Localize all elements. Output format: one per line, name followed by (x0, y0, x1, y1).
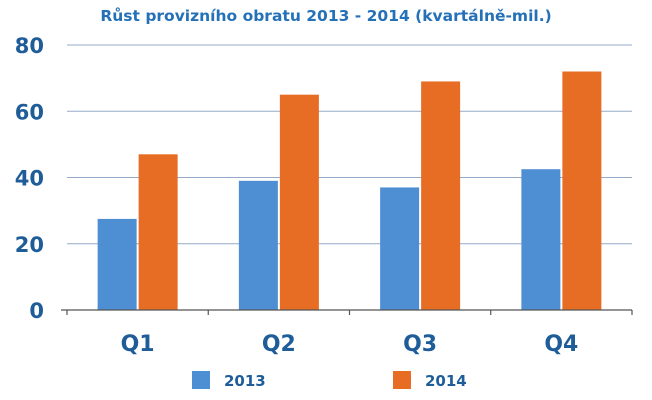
y-tick-label-20: 20 (15, 233, 44, 257)
legend: 2013 2014 (192, 371, 467, 390)
legend-swatch-2014 (393, 371, 411, 389)
legend-label-2013: 2013 (224, 372, 266, 390)
x-tick-label-Q1: Q1 (121, 332, 155, 357)
bar-2014-Q3 (421, 81, 461, 310)
bar-2013-Q4 (521, 169, 561, 310)
bar-2013-Q3 (380, 187, 420, 310)
x-tick-label-Q2: Q2 (262, 332, 296, 357)
chart-title: Růst provizního obratu 2013 - 2014 (kvar… (100, 6, 551, 25)
y-tick-label-80: 80 (15, 34, 44, 58)
bars (97, 71, 602, 310)
bar-2013-Q1 (97, 218, 137, 310)
legend-swatch-2013 (192, 371, 210, 389)
bar-2014-Q2 (279, 94, 319, 310)
x-axis (61, 309, 633, 315)
y-tick-label-40: 40 (15, 167, 44, 191)
y-tick-label-0: 0 (29, 299, 44, 323)
y-axis-ticks: 0 20 40 60 80 (15, 34, 44, 323)
legend-label-2014: 2014 (425, 372, 467, 390)
x-tick-label-Q4: Q4 (544, 332, 578, 357)
bar-2013-Q2 (238, 180, 278, 310)
y-tick-label-60: 60 (15, 100, 44, 124)
bar-2014-Q4 (562, 71, 602, 310)
bar-2014-Q1 (138, 154, 178, 310)
x-axis-ticks: Q1 Q2 Q3 Q4 (121, 332, 579, 357)
x-tick-label-Q3: Q3 (403, 332, 437, 357)
